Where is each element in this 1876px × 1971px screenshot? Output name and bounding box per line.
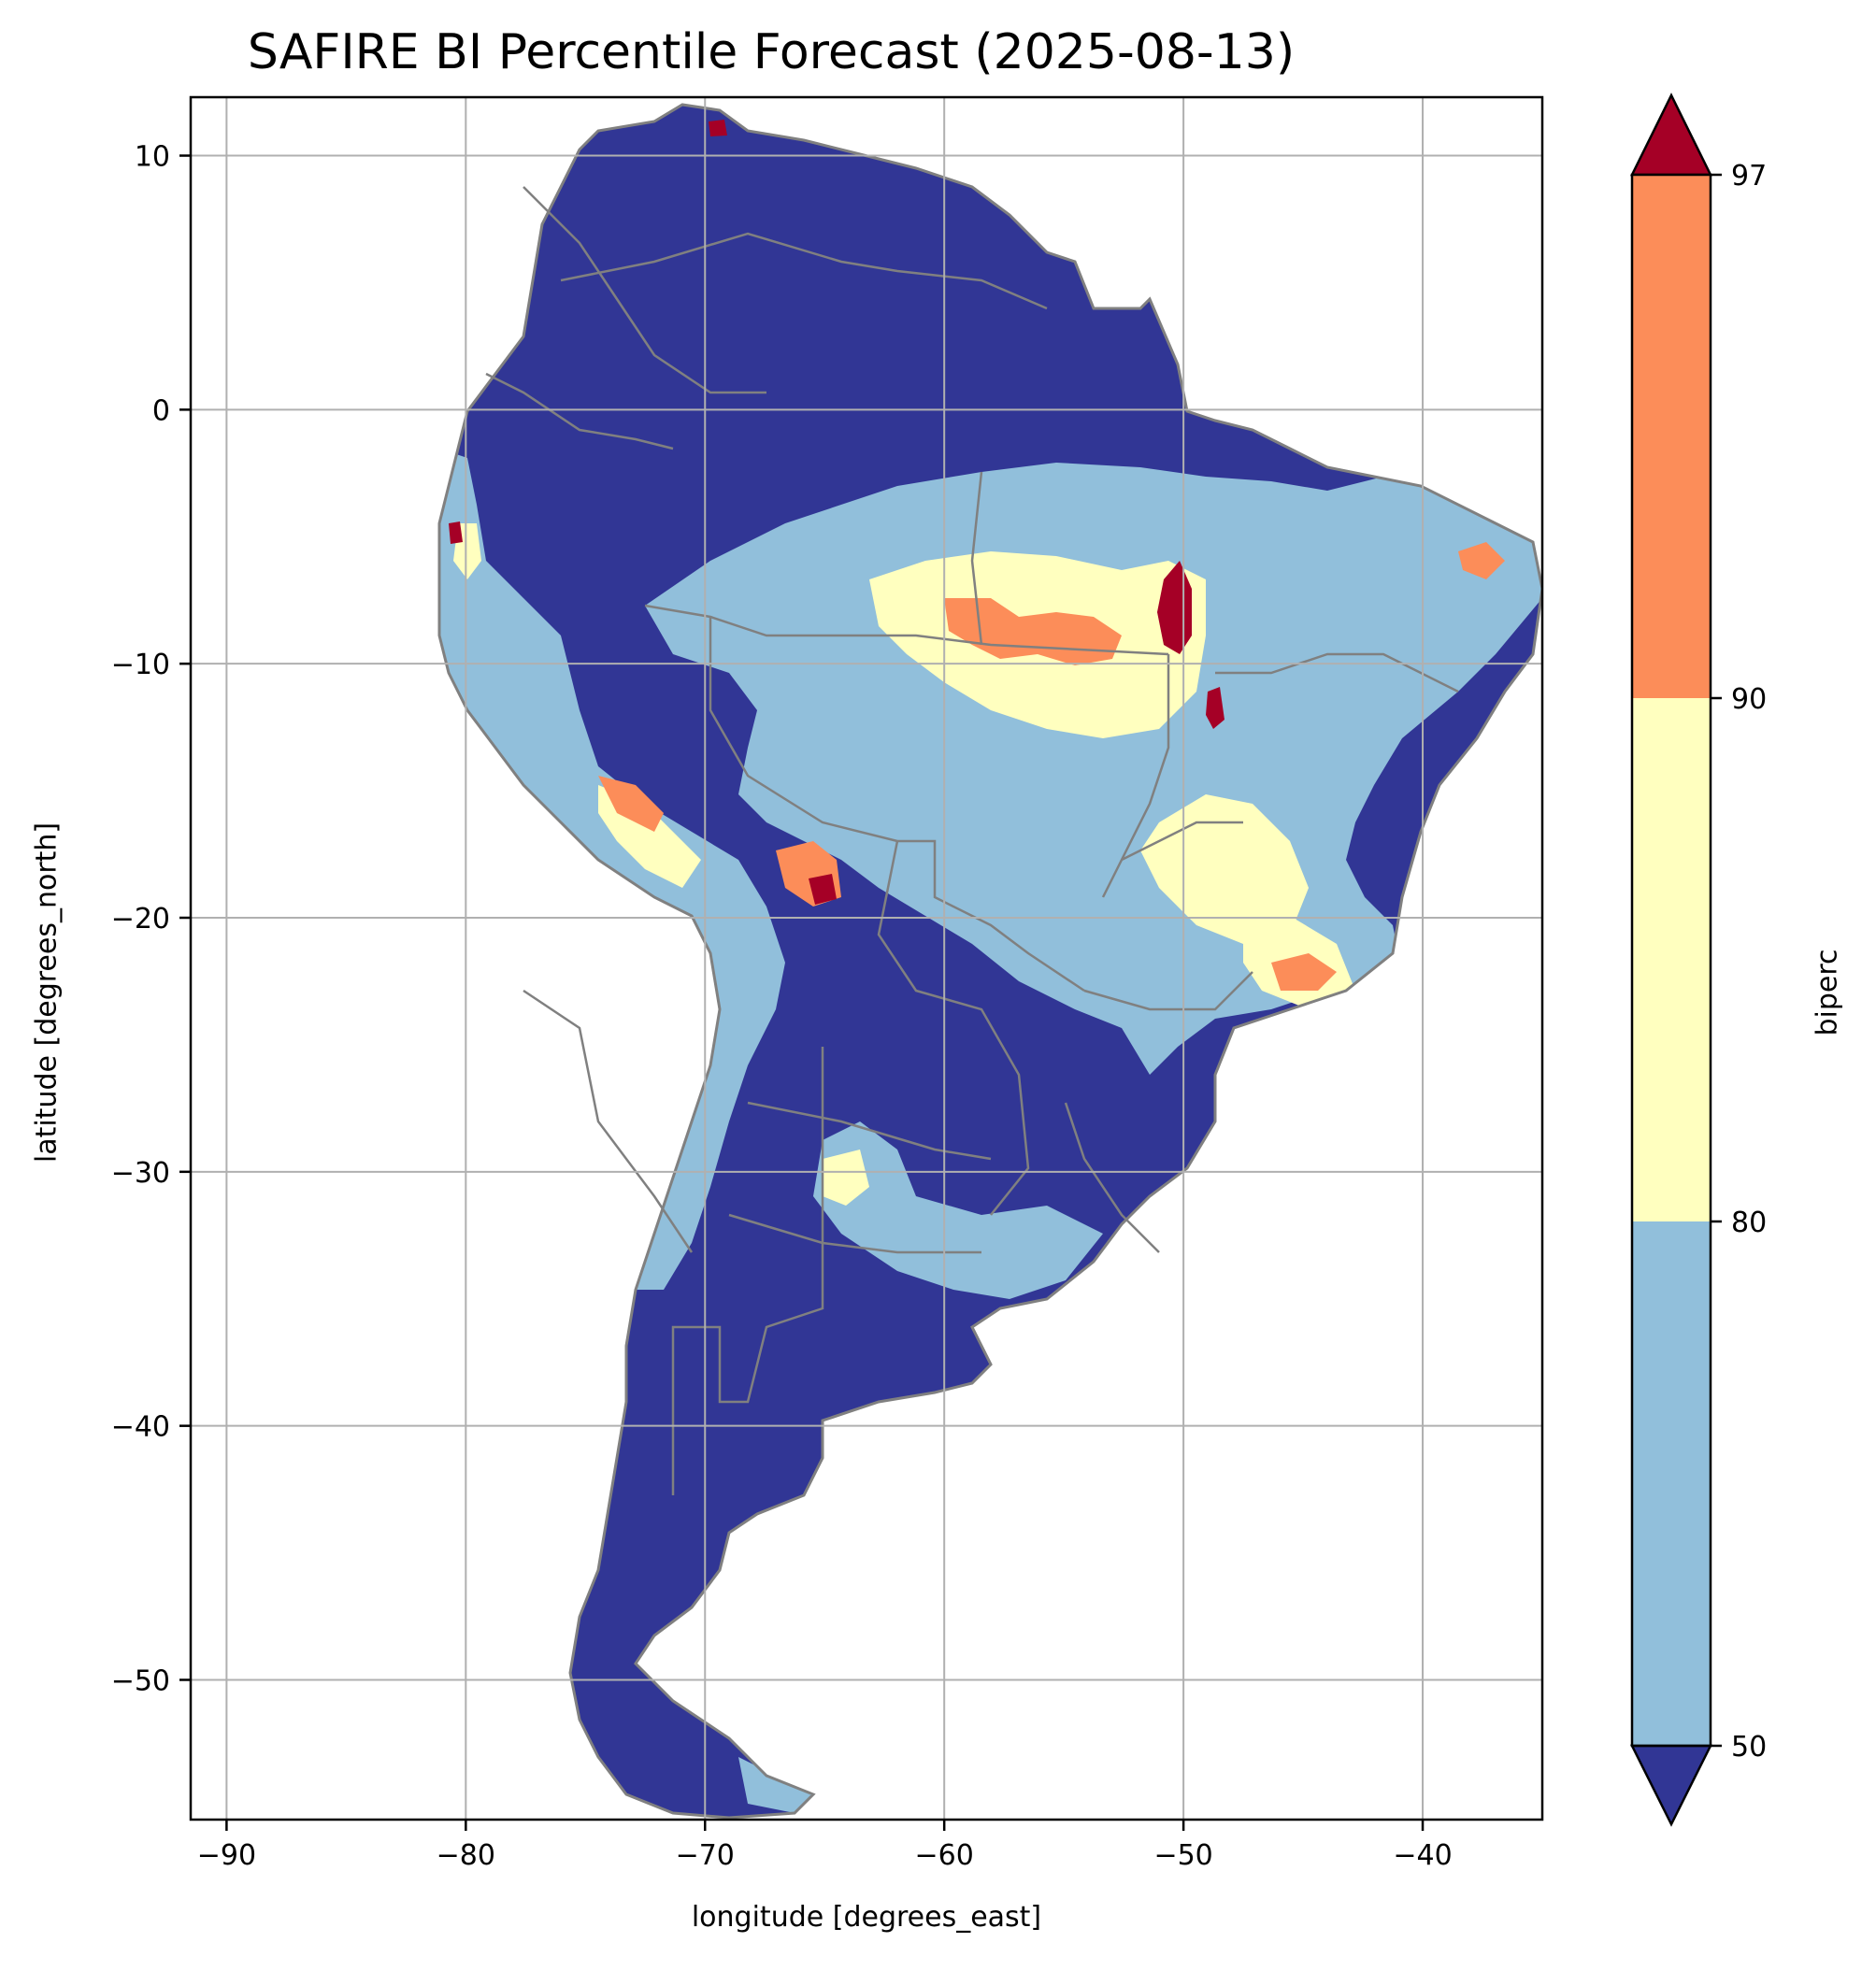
gridlines [191, 97, 1542, 1820]
region-90-97-ne [1458, 542, 1505, 579]
x-ticks: −90 −80 −70 −60 −50 −40 [197, 1820, 1453, 1872]
colorbar-tick-label: 97 [1731, 160, 1767, 193]
colorbar-label: biperc [1811, 949, 1844, 1036]
x-tick-label: −40 [1393, 1839, 1452, 1872]
region-above-97-peru-north [449, 521, 463, 544]
colorbar-bin-50-80 [1632, 1221, 1711, 1746]
y-tick-label: 10 [135, 141, 170, 174]
region-50-80-amazon [645, 463, 1542, 1075]
y-tick-label: 0 [152, 394, 170, 427]
y-tick-label: −20 [111, 903, 170, 936]
colorbar-extend-top [1629, 93, 1713, 177]
region-80-90-east [1140, 794, 1309, 944]
y-tick-label: −10 [111, 649, 170, 681]
x-tick-label: −80 [437, 1839, 495, 1872]
x-tick-label: −60 [915, 1839, 974, 1872]
region-50-80-patagonia [738, 1757, 813, 1813]
colorbar-frame [1630, 173, 1712, 1748]
region-90-97-se [1271, 953, 1337, 991]
colorbar: 97 90 80 50 [1629, 93, 1767, 1827]
region-80-90-argentina [823, 1150, 869, 1206]
colorbar-bin-80-90 [1632, 698, 1711, 1221]
x-tick-label: −70 [676, 1839, 735, 1872]
region-90-97-peru [598, 776, 664, 832]
x-tick-label: −90 [197, 1839, 256, 1872]
region-above-97-venezuela [709, 120, 727, 136]
coastline [437, 103, 1542, 1820]
colorbar-tick-label: 90 [1731, 683, 1767, 716]
y-axis-label: latitude [degrees_north] [30, 821, 64, 1164]
y-tick-label: −50 [111, 1664, 170, 1697]
region-50-80-southcentral [813, 1121, 1103, 1299]
axes-frame [189, 95, 1544, 1821]
colorbar-extend-bottom [1629, 1744, 1713, 1827]
y-ticks: 10 0 −10 −20 −30 −40 −50 [111, 141, 191, 1697]
country-borders [485, 186, 1459, 1495]
region-above-97-tocantins-south [1206, 687, 1224, 729]
region-above-97-bolivia [809, 874, 837, 905]
colorbar-bin-90-97 [1632, 175, 1711, 698]
colorbar-ticks: 97 90 80 50 [1711, 160, 1767, 1764]
colorbar-tick-label: 80 [1731, 1207, 1767, 1239]
chart-title: SAFIRE BI Percentile Forecast (2025-08-1… [247, 24, 1296, 80]
colorbar-tick-label: 50 [1731, 1731, 1767, 1764]
x-axis-label: longitude [degrees_east] [691, 1901, 1042, 1934]
x-tick-label: −50 [1153, 1839, 1212, 1872]
y-tick-label: −40 [111, 1411, 170, 1444]
y-tick-label: −30 [111, 1157, 170, 1190]
